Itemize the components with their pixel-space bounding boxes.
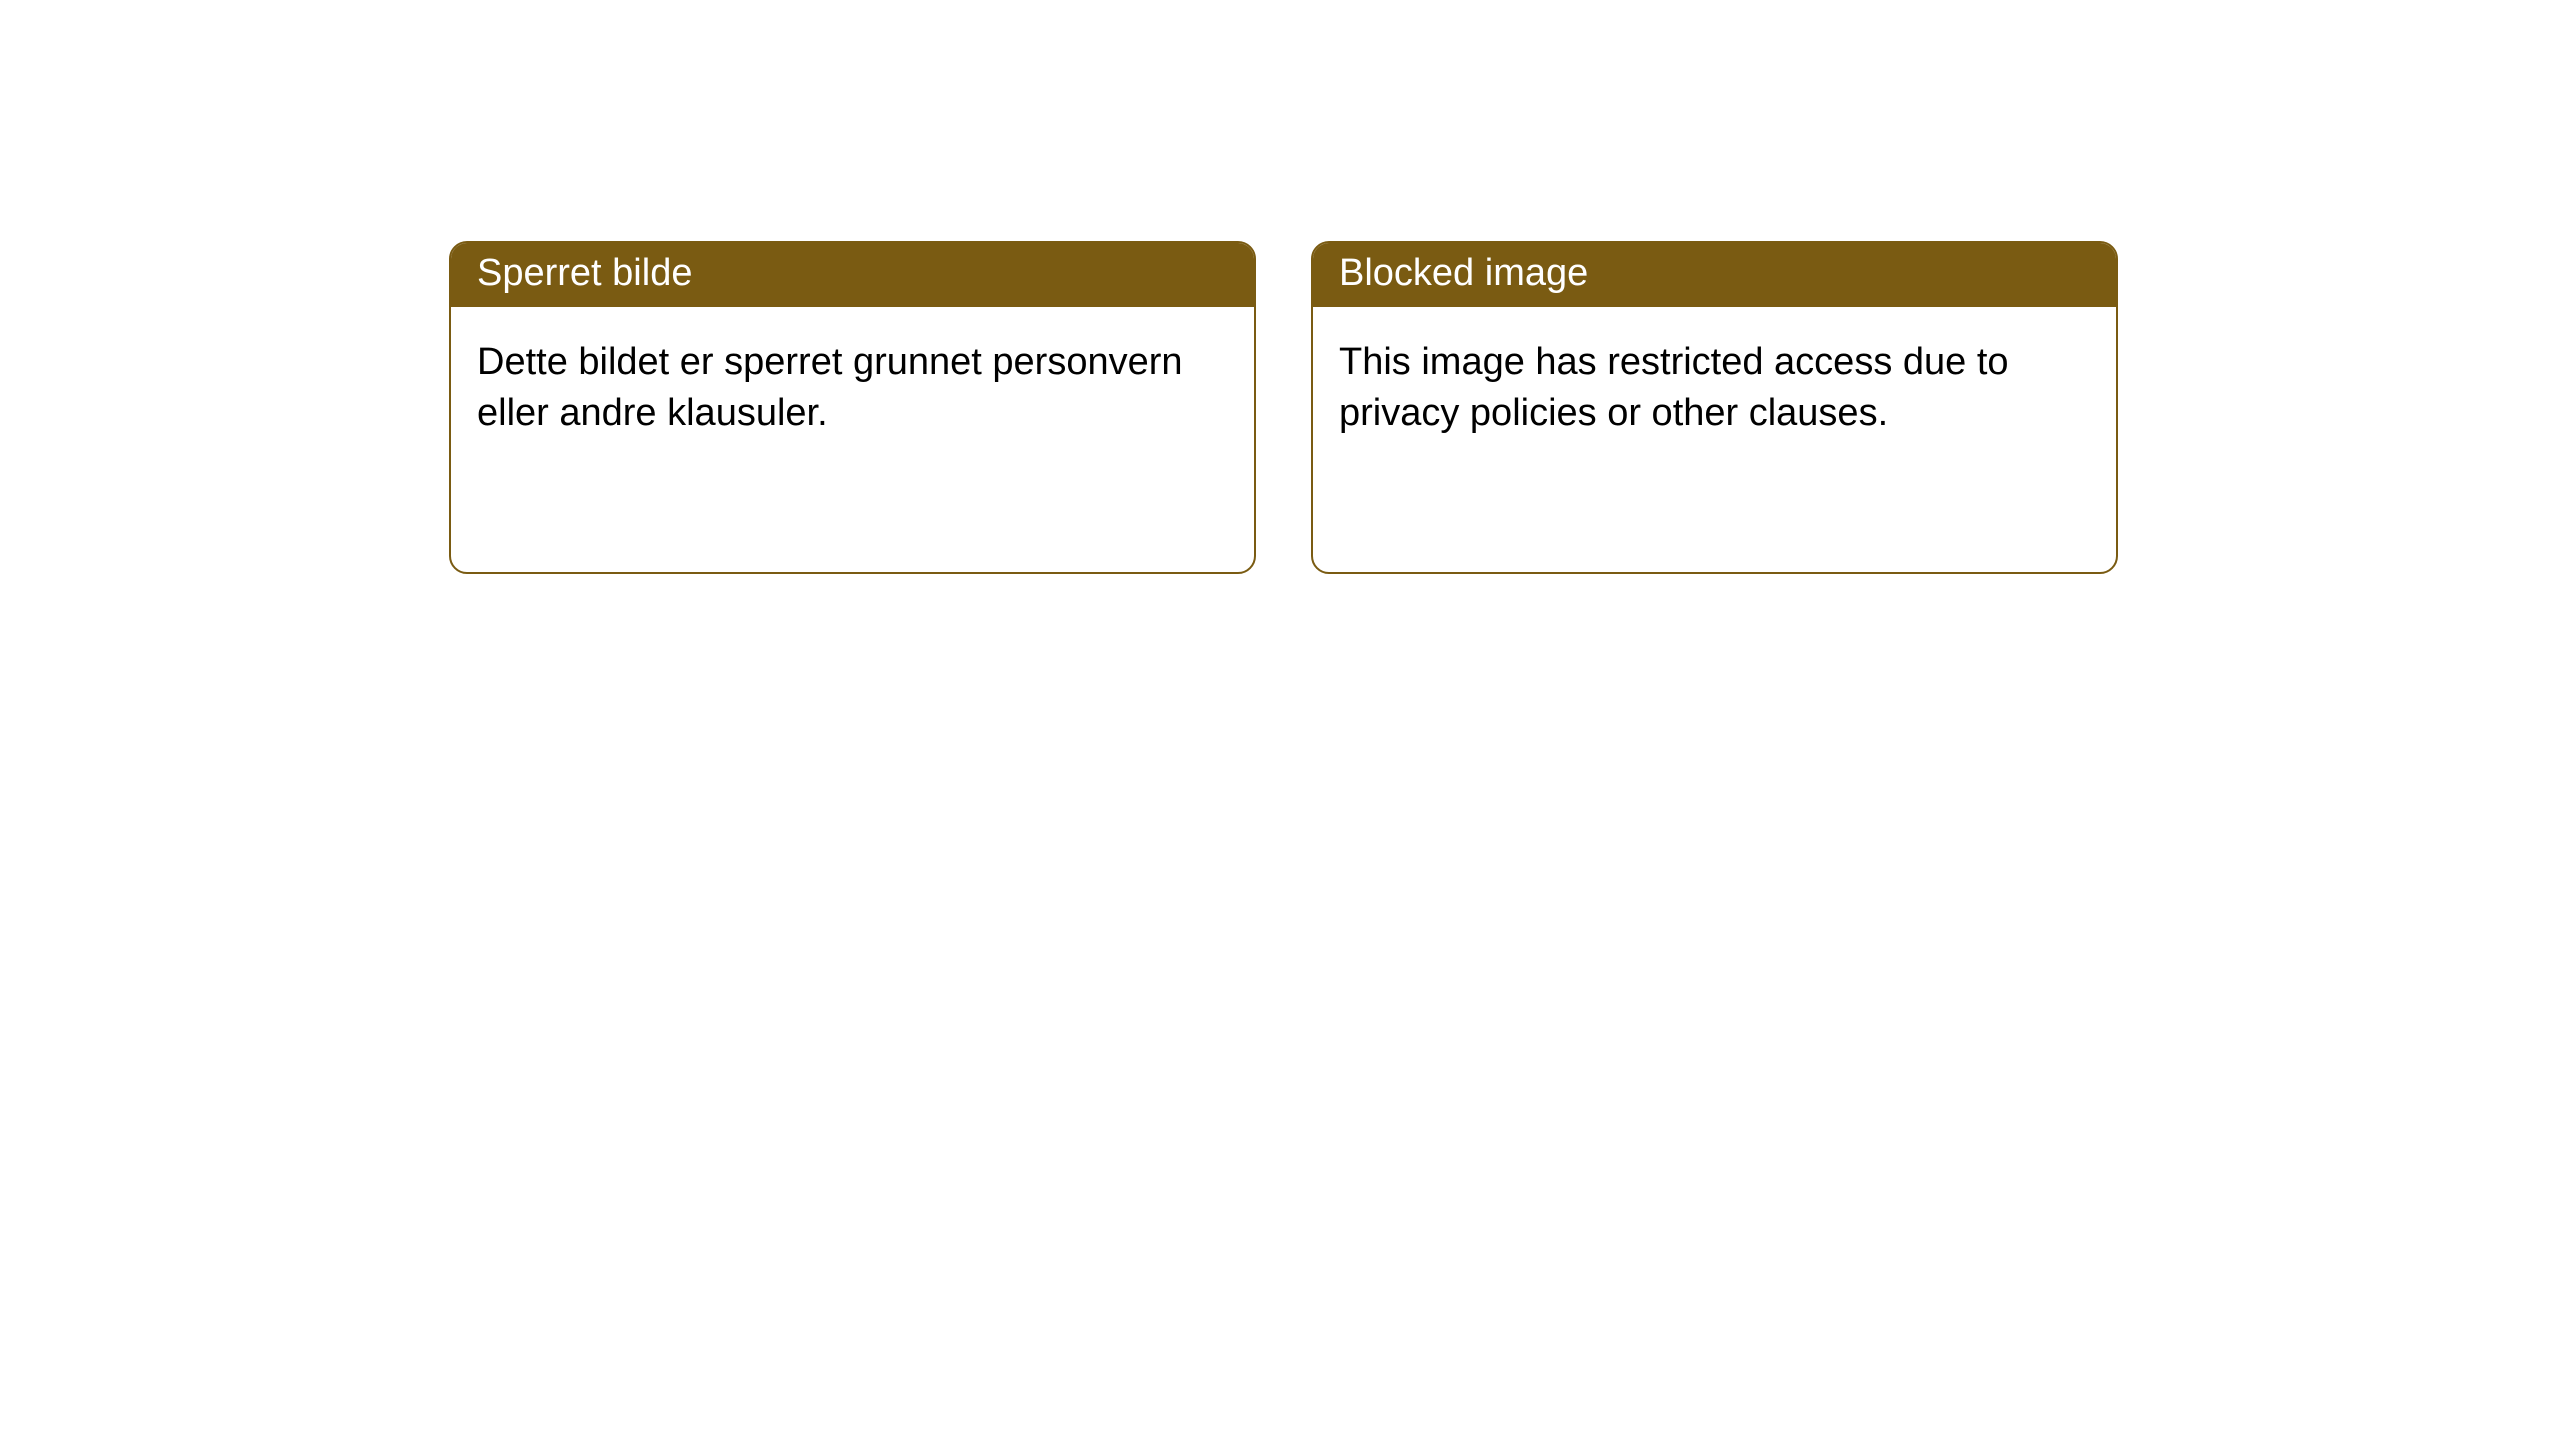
card-header-title: Blocked image xyxy=(1313,243,2116,307)
card-body-text: Dette bildet er sperret grunnet personve… xyxy=(451,307,1254,470)
cards-container: Sperret bilde Dette bildet er sperret gr… xyxy=(449,241,2118,574)
card-header-title: Sperret bilde xyxy=(451,243,1254,307)
card-body-text: This image has restricted access due to … xyxy=(1313,307,2116,470)
blocked-image-card-norwegian: Sperret bilde Dette bildet er sperret gr… xyxy=(449,241,1256,574)
blocked-image-card-english: Blocked image This image has restricted … xyxy=(1311,241,2118,574)
